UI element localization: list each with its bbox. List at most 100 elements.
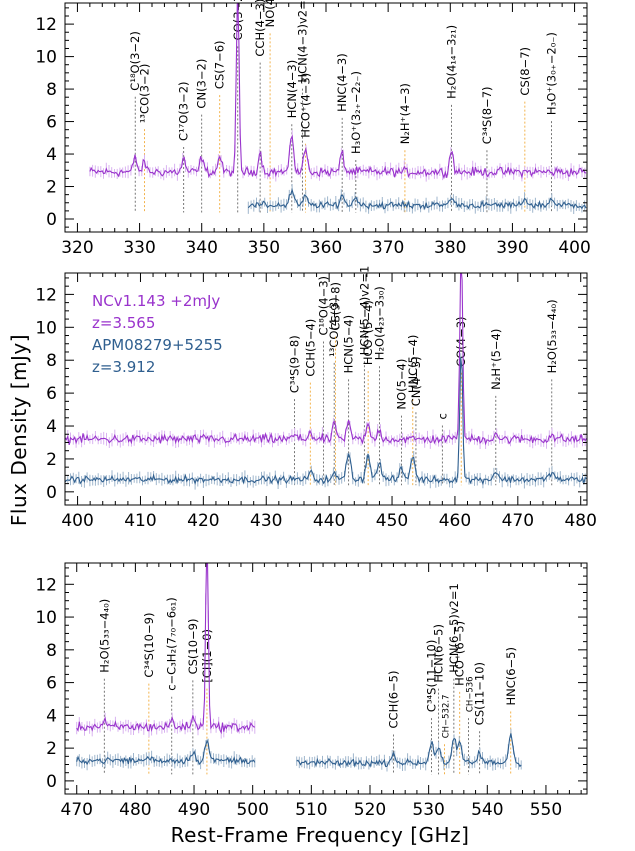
series-apm bbox=[247, 187, 587, 211]
series-nc bbox=[65, 273, 587, 446]
series-apm bbox=[76, 738, 256, 766]
ticks: 470 480 490 500 510 520 530 540 550 0 2 4 6 8 10 12 bbox=[35, 563, 587, 820]
x-tick-label: 400 bbox=[61, 511, 93, 531]
line-label: HCN(6−5)v2=1 bbox=[447, 583, 461, 673]
legend-nc-name: NCv1.143 +2mJy bbox=[92, 292, 220, 310]
y-tick-label: 12 bbox=[35, 575, 57, 595]
line-label: HNC(6−5) bbox=[504, 647, 518, 706]
line-label: C¹⁷O(3−2) bbox=[177, 82, 191, 142]
line-label: HNC(5−4) bbox=[406, 335, 420, 394]
x-tick-label: 470 bbox=[61, 800, 93, 820]
x-tick-label: 460 bbox=[439, 511, 471, 531]
line-label: C³⁴S(10−9) bbox=[142, 613, 156, 678]
y-tick-label: 0 bbox=[46, 772, 57, 792]
x-tick-label: 350 bbox=[248, 238, 280, 258]
line-label: [CI](1−0) bbox=[200, 629, 214, 683]
line-label: HCN(4−3)v2=1 bbox=[295, 0, 309, 83]
y-tick-label: 10 bbox=[35, 608, 57, 628]
x-tick-label: 520 bbox=[354, 800, 386, 820]
line-label: HCO⁺(5−4) bbox=[361, 300, 375, 365]
line-label: HNC(4−3) bbox=[335, 53, 349, 112]
line-label: CS(10−9) bbox=[186, 619, 200, 675]
x-tick-label: 540 bbox=[471, 800, 503, 820]
line-label: NO(4−3) bbox=[263, 0, 277, 27]
x-tick-label: 370 bbox=[372, 238, 404, 258]
panel-3: H₂O(5₃₃−4₄₀) C³⁴S(10−9) c−C₃H₂(7₇₀−6₆₁) CS(… bbox=[35, 562, 588, 820]
line-label: C³⁴S(9−8) bbox=[288, 335, 302, 393]
plot-frame bbox=[64, 272, 588, 506]
line-label: HCN(5−4)v2=1 bbox=[357, 266, 371, 356]
series-nc bbox=[76, 563, 255, 735]
x-tick-label: 530 bbox=[412, 800, 444, 820]
x-tick-label: 500 bbox=[236, 800, 268, 820]
line-label: HCN(5−4) bbox=[342, 315, 356, 374]
ticks: 320 330 340 350 360 370 380 390 400 0 2 4 6 8 10 12 bbox=[35, 3, 591, 258]
error-bars bbox=[247, 184, 586, 214]
line-label: HCO⁺(6−5) bbox=[453, 621, 467, 686]
series-apm bbox=[296, 733, 522, 768]
x-tick-label: 360 bbox=[310, 238, 342, 258]
x-tick-label: 340 bbox=[185, 238, 217, 258]
x-tick-label: 480 bbox=[119, 800, 151, 820]
line-label: ¹³CO(4−3) bbox=[327, 297, 341, 357]
line-label: CS(9−8) bbox=[328, 282, 342, 331]
y-tick-label: 4 bbox=[46, 417, 57, 437]
panels-layer: C¹⁸O(3−2)¹³CO(3−2) C¹⁷O(3−2) CN(3−2) CS(7−6… bbox=[35, 0, 597, 820]
annotation-group: H₂O(5₃₃−4₄₀) C³⁴S(10−9) c−C₃H₂(7₇₀−6₆₁) CS(… bbox=[97, 583, 518, 775]
y-tick-label: 12 bbox=[35, 15, 57, 35]
x-tick-label: 390 bbox=[496, 238, 528, 258]
line-label: CS(11−10) bbox=[473, 662, 487, 725]
x-tick-label: 470 bbox=[502, 511, 534, 531]
line-label: C³⁴S(8−7) bbox=[480, 87, 494, 145]
x-tick-label: 420 bbox=[187, 511, 219, 531]
spectra bbox=[89, 3, 587, 214]
x-tick-label: 380 bbox=[434, 238, 466, 258]
line-label: H₂O(5₃₃−4₄₀) bbox=[97, 599, 111, 673]
line-label: H₂O(4₁₄−3₂₁) bbox=[445, 25, 459, 99]
x-tick-label: 320 bbox=[61, 238, 93, 258]
line-label: CS(8−7) bbox=[518, 47, 532, 96]
spectra bbox=[76, 563, 522, 772]
legend-apm-name: APM08279+5255 bbox=[92, 336, 223, 354]
y-tick-label: 8 bbox=[46, 641, 57, 661]
y-tick-label: 0 bbox=[46, 210, 57, 230]
legend: NCv1.143 +2mJy z=3.565 APM08279+5255 z=3… bbox=[92, 292, 223, 376]
line-label: CH−532.7 bbox=[441, 695, 451, 739]
plot-frame bbox=[64, 562, 588, 795]
y-tick-label: 10 bbox=[35, 318, 57, 338]
x-tick-label: 480 bbox=[564, 511, 596, 531]
error-bars bbox=[76, 738, 256, 771]
x-axis-label: Rest-Frame Frequency [GHz] bbox=[171, 823, 470, 847]
y-tick-label: 8 bbox=[46, 351, 57, 371]
line-label: H₃O⁺(3₂₊−2₂₋) bbox=[349, 71, 363, 154]
line-label: H₂O(5₃₃−4₄₀) bbox=[545, 299, 559, 373]
spectra bbox=[65, 273, 587, 490]
series-nc bbox=[89, 3, 587, 180]
line-label: HCN(6−5) bbox=[432, 624, 446, 683]
line-label: C³⁴S(11−10) bbox=[425, 640, 439, 712]
line-label: CN(3−2) bbox=[195, 59, 209, 109]
line-label: H₃O⁺(3₀₊−2₀₋) bbox=[545, 32, 559, 115]
x-tick-label: 510 bbox=[295, 800, 327, 820]
y-axis-label: Flux Density [mJy] bbox=[7, 334, 31, 526]
panel-2: C³⁴S(9−8) CCH(5−4)C¹⁸O(4−3)¹³CO(4−3)CS(9−… bbox=[35, 266, 597, 531]
line-label: N₂H⁺(5−4) bbox=[489, 329, 503, 390]
x-tick-label: 430 bbox=[250, 511, 282, 531]
y-tick-label: 4 bbox=[46, 145, 57, 165]
y-tick-label: 0 bbox=[46, 483, 57, 503]
y-tick-label: 8 bbox=[46, 80, 57, 100]
annotation-group: C³⁴S(9−8) CCH(5−4)C¹⁸O(4−3)¹³CO(4−3)CS(9−… bbox=[288, 266, 559, 486]
line-label: ¹³CO(3−2) bbox=[138, 64, 152, 124]
line-label: CH−536 bbox=[466, 676, 476, 712]
error-bars bbox=[296, 728, 522, 772]
x-tick-label: 450 bbox=[376, 511, 408, 531]
annotation-group: C¹⁸O(3−2)¹³CO(3−2) C¹⁷O(3−2) CN(3−2) CS(7−6… bbox=[128, 0, 559, 213]
panel-1: C¹⁸O(3−2)¹³CO(3−2) C¹⁷O(3−2) CN(3−2) CS(7−6… bbox=[35, 0, 590, 258]
line-label: CCH(6−5) bbox=[386, 671, 400, 729]
y-tick-label: 4 bbox=[46, 706, 57, 726]
line-label: CN(4−3) bbox=[409, 356, 423, 406]
x-tick-label: 410 bbox=[124, 511, 156, 531]
y-tick-label: 6 bbox=[46, 674, 57, 694]
x-tick-label: 490 bbox=[178, 800, 210, 820]
